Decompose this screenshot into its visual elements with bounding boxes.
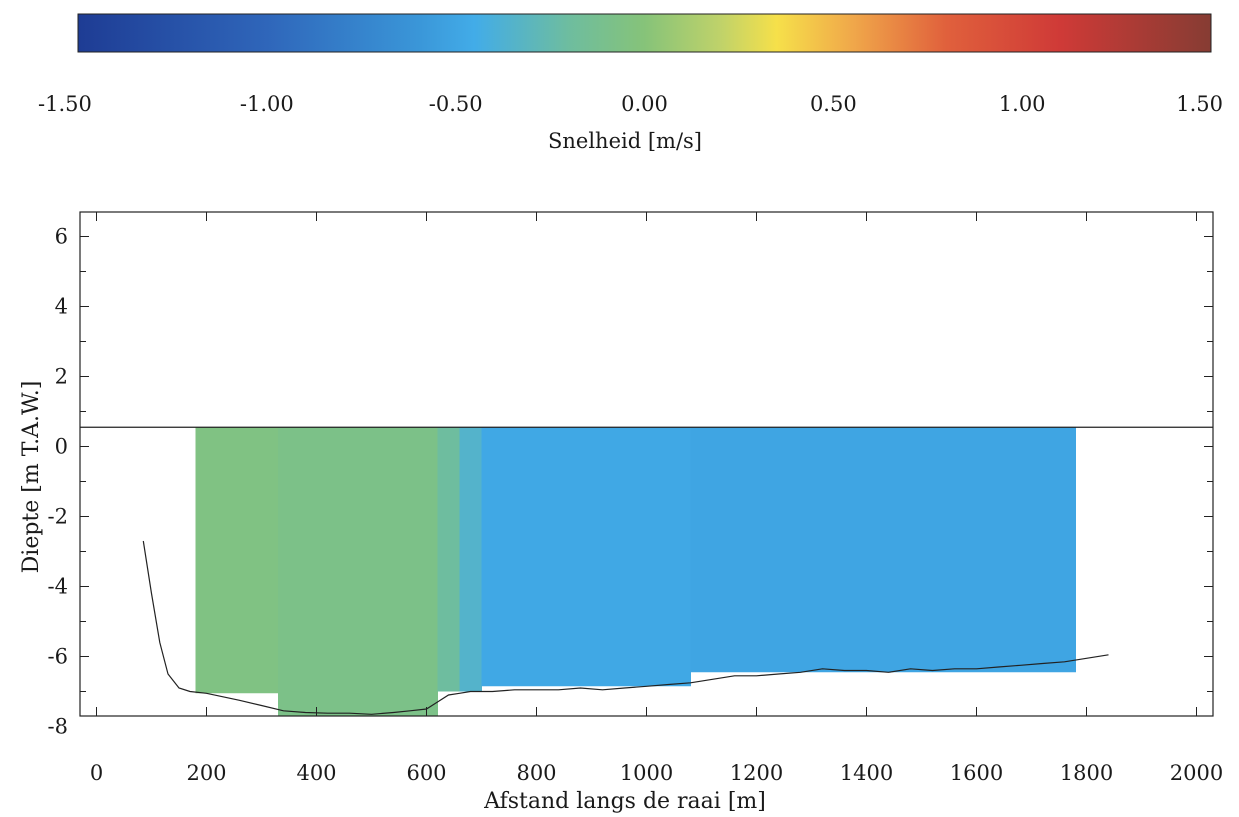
y-tick-label: 2 (55, 365, 68, 389)
colorbar-tick-labels: -1.50 -1.00 -0.50 0.00 0.50 1.00 1.50 (38, 92, 1223, 116)
x-tick-label: 1600 (950, 761, 1003, 785)
colorbar-label: Snelheid [m/s] (548, 129, 702, 153)
colorbar-bar (77, 13, 1212, 53)
colorbar-tick-label: 0.50 (810, 92, 857, 116)
y-tick-label: -4 (48, 575, 68, 599)
y-tick-label: 0 (55, 435, 68, 459)
y-axis-label: Diepte [m T.A.W.] (19, 381, 44, 574)
velocity-cell (278, 427, 438, 716)
velocity-cell (459, 427, 482, 692)
velocity-field (195, 427, 1076, 716)
x-tick-label: 200 (186, 761, 226, 785)
plot-area: 0 200 400 600 800 1000 1200 1400 1600 1800 2000 -8… (19, 211, 1223, 814)
x-tick-label: 600 (406, 761, 446, 785)
y-tick-label: -8 (48, 715, 68, 739)
x-tick-label: 0 (90, 761, 103, 785)
velocity-cell (195, 427, 279, 694)
x-tick-label: 2000 (1170, 761, 1223, 785)
colorbar-tick-label: 0.00 (621, 92, 668, 116)
x-tick-label: 1400 (840, 761, 893, 785)
y-tick-label: -6 (48, 645, 68, 669)
x-tick-label: 800 (516, 761, 556, 785)
x-tick-label: 1800 (1060, 761, 1113, 785)
colorbar: -1.50 -1.00 -0.50 0.00 0.50 1.00 1.50 Snelheid… (38, 13, 1223, 153)
colorbar-tick-label: -0.50 (429, 92, 483, 116)
velocity-cell (481, 427, 691, 687)
x-tick-label: 400 (296, 761, 336, 785)
velocity-cell (690, 427, 1076, 673)
bottom-profile-line (142, 540, 1109, 715)
y-tick-label: 6 (55, 225, 68, 249)
x-tick-label: 1000 (620, 761, 673, 785)
colorbar-tick-label: -1.50 (38, 92, 92, 116)
x-tick-label: 1200 (730, 761, 783, 785)
colorbar-tick-label: 1.50 (1176, 92, 1223, 116)
y-tick-label: 4 (55, 295, 68, 319)
x-axis: 0 200 400 600 800 1000 1200 1400 1600 1800 2000 (90, 212, 1223, 785)
velocity-cell (437, 427, 460, 692)
y-axis: -8 -6 -4 -2 0 2 4 6 (48, 225, 1213, 739)
y-tick-label: -2 (48, 505, 68, 529)
colorbar-tick-label: -1.00 (240, 92, 294, 116)
x-axis-label: Afstand langs de raai [m] (483, 789, 766, 814)
colorbar-tick-label: 1.00 (999, 92, 1046, 116)
